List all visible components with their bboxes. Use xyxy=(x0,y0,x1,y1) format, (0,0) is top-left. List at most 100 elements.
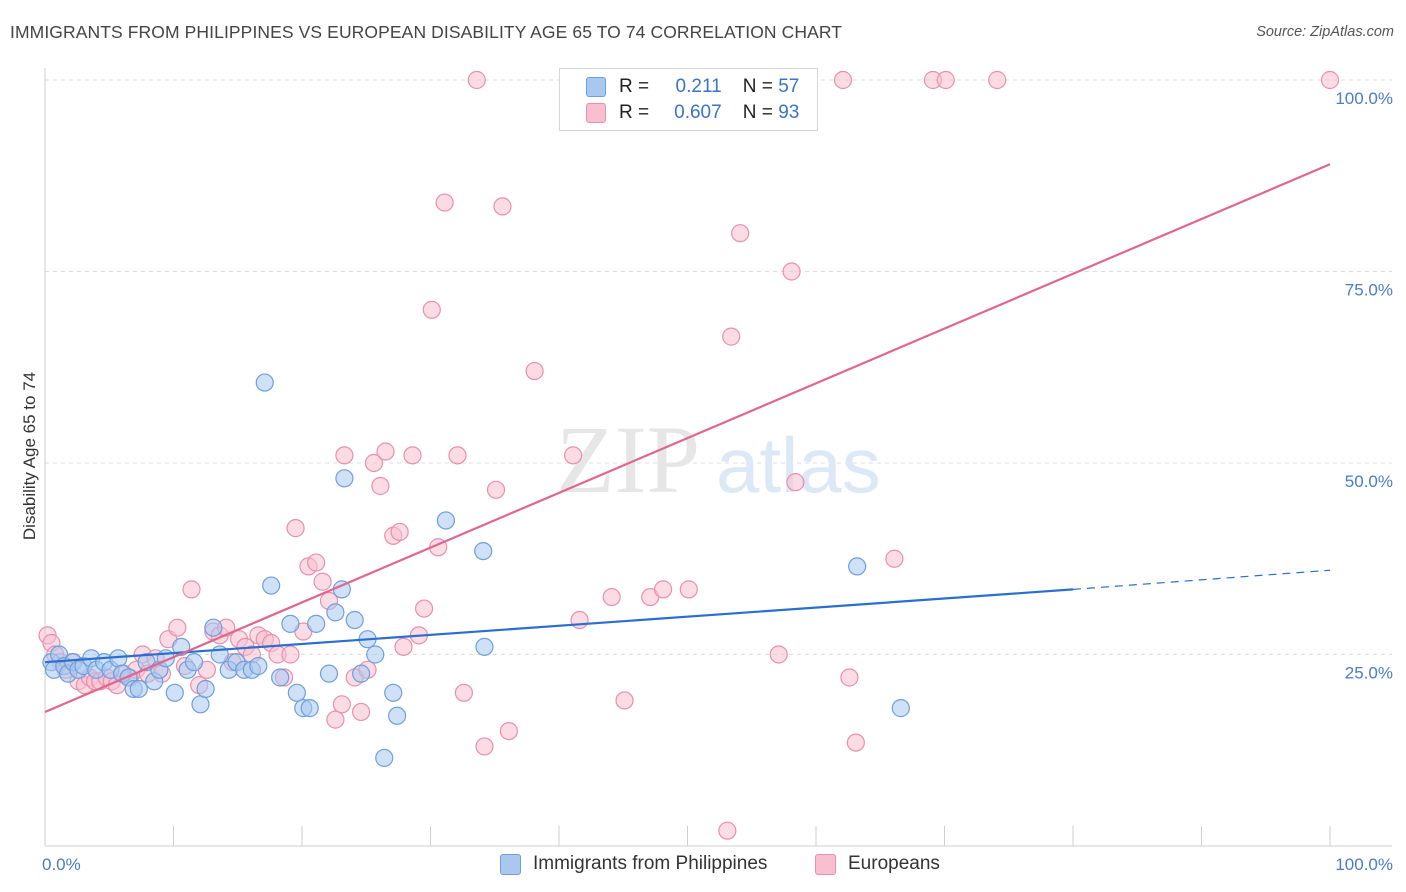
europeans-point xyxy=(885,549,904,568)
philippines-point xyxy=(436,511,456,530)
europeans-point xyxy=(846,733,865,752)
europeans-point xyxy=(833,70,853,90)
x-tick-label: 100.0% xyxy=(1335,855,1393,874)
europeans-point xyxy=(307,553,326,572)
philippines-point xyxy=(384,683,403,702)
bottom-legend-europeans: Europeans xyxy=(815,851,940,877)
philippines-point xyxy=(271,668,290,687)
europeans-point xyxy=(936,70,955,90)
philippines-point xyxy=(262,576,281,595)
grid-lines xyxy=(45,79,1392,655)
watermark-atlas: atlas xyxy=(716,421,881,509)
europeans-point xyxy=(403,446,422,465)
europeans-point xyxy=(286,519,305,538)
europeans-point xyxy=(332,695,351,714)
europeans-point xyxy=(722,327,741,346)
philippines-point xyxy=(891,699,910,718)
europeans-point xyxy=(394,637,413,656)
philippines-point xyxy=(307,614,326,633)
europeans-point xyxy=(313,572,332,591)
philippines-point xyxy=(366,645,385,664)
europeans-point xyxy=(679,580,698,599)
axes xyxy=(44,68,1392,847)
legend-r-value: 0.211 xyxy=(675,76,722,97)
philippines-point xyxy=(387,706,407,725)
europeans-point xyxy=(493,197,512,216)
y-tick-label: 50.0% xyxy=(1345,472,1393,491)
europeans-point xyxy=(602,587,621,607)
trend-lines xyxy=(44,163,1331,713)
europeans-point xyxy=(371,476,390,496)
stats-legend: R = 0.211 N = 57 R = 0.607 N = 93 xyxy=(559,68,818,131)
x-tick-label: 0.0% xyxy=(42,855,81,874)
legend-swatch-philippines xyxy=(586,77,606,97)
bottom-legend-label-philippines: Immigrants from Philippines xyxy=(533,853,768,874)
legend-r-label: R = xyxy=(619,76,650,97)
legend-swatch-europeans xyxy=(586,103,606,123)
philippines-point xyxy=(345,610,364,630)
europeans-point xyxy=(435,193,454,212)
y-axis-label: Disability Age 65 to 74 xyxy=(20,372,39,540)
legend-n-value: 57 xyxy=(778,76,800,97)
legend-n-value: 93 xyxy=(778,102,800,123)
europeans-point xyxy=(454,683,474,702)
europeans-point xyxy=(448,446,467,465)
europeans-point xyxy=(570,610,589,630)
europeans-point xyxy=(840,668,859,687)
philippines-point xyxy=(204,618,223,637)
philippines-point xyxy=(848,557,867,576)
europeans-point xyxy=(718,821,737,840)
philippines-point xyxy=(474,541,493,561)
europeans-point xyxy=(564,446,583,465)
europeans-point xyxy=(653,580,673,599)
philippines-point xyxy=(184,653,204,672)
europeans-point xyxy=(1320,70,1340,90)
europeans-point xyxy=(364,453,384,473)
europeans-point xyxy=(499,721,518,741)
philippines-point xyxy=(326,603,345,622)
europeans-point xyxy=(467,70,486,90)
watermark: ZIP atlas xyxy=(556,406,881,513)
tick-labels: 25.0% 50.0% 75.0% 100.0% 0.0% 100.0% xyxy=(42,89,1393,874)
y-tick-label: 75.0% xyxy=(1345,281,1393,300)
philippines-point xyxy=(249,656,268,676)
philippines-point xyxy=(319,664,339,683)
europeans-point xyxy=(390,522,409,542)
philippines-point xyxy=(196,679,215,699)
philippines-trend-line xyxy=(44,588,1074,664)
europeans-point xyxy=(281,645,300,664)
y-tick-label: 100.0% xyxy=(1335,89,1393,108)
philippines-point xyxy=(281,614,300,633)
europeans-point xyxy=(525,361,544,381)
philippines-point xyxy=(335,469,354,488)
philippines-trend-extension xyxy=(1072,569,1331,590)
philippines-point xyxy=(129,679,148,699)
europeans-point xyxy=(988,70,1007,90)
europeans-point xyxy=(168,618,187,637)
legend-n-label: N = xyxy=(742,102,773,123)
philippines-point xyxy=(287,683,306,702)
europeans-point xyxy=(486,480,506,499)
bottom-legend-swatch-philippines xyxy=(500,853,521,875)
europeans-point xyxy=(615,691,634,710)
philippines-point xyxy=(255,373,274,392)
europeans-point xyxy=(376,442,395,461)
europeans-point xyxy=(782,262,801,281)
europeans-point xyxy=(786,473,805,492)
europeans-point xyxy=(414,599,434,618)
philippines-point xyxy=(191,695,210,714)
bottom-legend-philippines: Immigrants from Philippines xyxy=(500,851,767,877)
europeans-point xyxy=(769,645,788,664)
europeans-point xyxy=(326,710,345,729)
europeans-trend-line xyxy=(44,163,1331,713)
europeans-point xyxy=(335,446,354,465)
y-tick-label: 25.0% xyxy=(1345,664,1393,683)
europeans-point xyxy=(422,300,441,319)
philippines-point xyxy=(352,664,371,683)
legend-n-label: N = xyxy=(742,76,773,97)
bottom-legend-swatch-europeans xyxy=(815,853,836,875)
source-label: Source: ZipAtlas.com xyxy=(1256,24,1394,40)
legend-r-label: R = xyxy=(619,102,650,123)
philippines-point xyxy=(165,683,184,702)
